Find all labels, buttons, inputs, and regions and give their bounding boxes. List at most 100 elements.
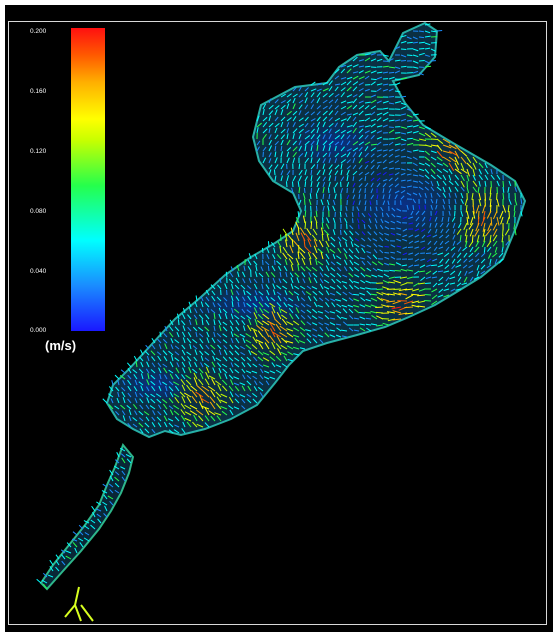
- velocity-arrow: [364, 75, 370, 80]
- velocity-arrow: [217, 302, 222, 308]
- velocity-arrow: [299, 252, 306, 260]
- velocity-arrow: [360, 279, 366, 284]
- velocity-arrow: [480, 258, 486, 264]
- velocity-arrow: [324, 314, 330, 320]
- velocity-arrow: [388, 129, 395, 134]
- velocity-arrow: [359, 327, 366, 332]
- velocity-arrow: [235, 326, 240, 332]
- velocity-arrow: [298, 99, 304, 104]
- velocity-arrow: [175, 367, 180, 374]
- velocity-arrow: [322, 92, 328, 98]
- velocity-arrow: [405, 294, 414, 300]
- velocity-arrow: [330, 298, 336, 302]
- velocity-arrow: [246, 290, 252, 296]
- velocity-arrow: [318, 290, 324, 296]
- velocity-arrow: [471, 192, 474, 200]
- velocity-arrow: [304, 181, 307, 188]
- velocity-arrow: [292, 103, 296, 110]
- velocity-arrow: [418, 72, 424, 76]
- velocity-arrow: [269, 335, 276, 344]
- velocity-arrow: [192, 368, 198, 374]
- velocity-arrow: [388, 148, 394, 152]
- velocity-arrow: [215, 403, 222, 410]
- velocity-arrow: [460, 192, 464, 199]
- velocity-arrow: [328, 181, 331, 188]
- velocity-arrow: [450, 246, 456, 251]
- velocity-arrow: [328, 193, 331, 200]
- velocity-arrow: [248, 349, 252, 356]
- velocity-arrow: [394, 66, 401, 70]
- velocity-arrow: [55, 554, 60, 560]
- velocity-arrow: [117, 391, 120, 398]
- velocity-arrow: [156, 416, 162, 422]
- velocity-arrow: [331, 302, 336, 308]
- velocity-arrow: [418, 204, 421, 210]
- velocity-arrow: [424, 35, 431, 38]
- velocity-arrow: [330, 267, 336, 272]
- velocity-arrow: [358, 70, 364, 74]
- velocity-arrow: [317, 248, 324, 254]
- velocity-arrow: [406, 137, 413, 140]
- velocity-arrow: [382, 286, 390, 290]
- velocity-arrow: [345, 212, 348, 218]
- velocity-arrow: [345, 206, 348, 212]
- velocity-arrow: [412, 48, 419, 52]
- velocity-arrow: [290, 277, 294, 284]
- velocity-arrow: [424, 180, 430, 185]
- velocity-arrow: [352, 127, 357, 134]
- velocity-arrow: [253, 329, 258, 338]
- velocity-arrow: [276, 253, 282, 260]
- velocity-arrow: [120, 466, 126, 470]
- velocity-arrow: [298, 133, 302, 140]
- velocity-arrow: [42, 572, 48, 578]
- velocity-arrow: [242, 271, 246, 278]
- velocity-arrow: [334, 176, 337, 182]
- velocity-arrow: [340, 68, 346, 74]
- velocity-arrow: [194, 308, 198, 314]
- colorbar-gradient: [71, 28, 105, 331]
- velocity-arrow: [252, 398, 258, 404]
- velocity-arrow: [292, 152, 297, 158]
- velocity-arrow: [224, 283, 228, 290]
- velocity-arrow: [310, 128, 315, 134]
- velocity-arrow: [228, 356, 234, 362]
- velocity-arrow: [279, 246, 282, 254]
- velocity-arrow: [390, 220, 396, 224]
- velocity-arrow: [229, 367, 234, 374]
- velocity-arrow: [289, 272, 294, 278]
- velocity-arrow: [394, 136, 401, 140]
- velocity-arrow: [121, 410, 126, 416]
- velocity-arrow: [336, 314, 342, 320]
- velocity-arrow: [400, 106, 407, 110]
- velocity-arrow: [367, 255, 372, 260]
- velocity-arrow: [346, 76, 353, 80]
- velocity-arrow: [412, 41, 419, 44]
- velocity-arrow: [199, 308, 204, 314]
- velocity-arrow: [304, 221, 307, 230]
- velocity-arrow: [326, 199, 330, 206]
- velocity-arrow: [501, 246, 504, 253]
- velocity-arrow: [352, 200, 355, 206]
- velocity-arrow: [260, 296, 264, 302]
- velocity-arrow: [420, 246, 426, 250]
- velocity-arrow: [218, 325, 222, 332]
- velocity-arrow: [400, 138, 407, 142]
- velocity-arrow: [499, 210, 504, 219]
- velocity-arrow: [359, 316, 366, 320]
- velocity-arrow: [329, 311, 336, 314]
- velocity-arrow: [388, 276, 396, 280]
- velocity-arrow: [476, 264, 480, 271]
- velocity-arrow: [187, 356, 192, 362]
- velocity-arrow: [262, 121, 268, 128]
- velocity-arrow: [478, 198, 482, 207]
- velocity-arrow: [288, 290, 294, 296]
- velocity-arrow: [331, 278, 336, 284]
- velocity-arrow: [192, 326, 198, 332]
- velocity-arrow: [393, 288, 402, 291]
- velocity-arrow: [213, 331, 216, 338]
- velocity-arrow: [319, 326, 324, 332]
- velocity-arrow: [254, 380, 258, 386]
- velocity-arrow: [379, 249, 384, 254]
- velocity-arrow: [317, 311, 324, 314]
- velocity-arrow: [192, 345, 198, 350]
